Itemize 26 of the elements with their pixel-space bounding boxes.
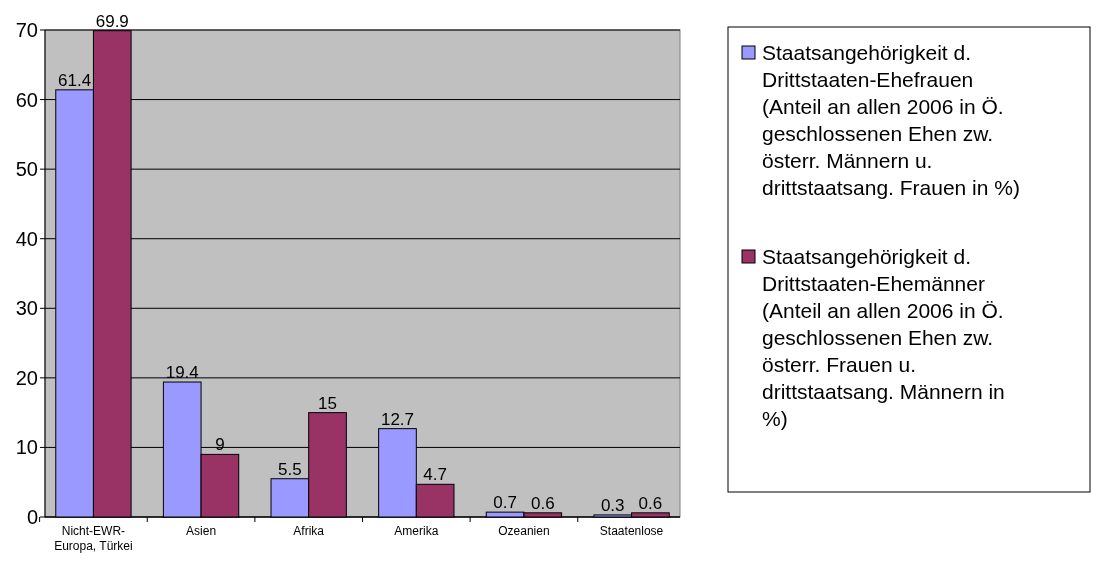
- y-tick-label: 40: [15, 227, 38, 250]
- data-label: 15: [318, 393, 337, 413]
- x-tick-label: Nicht-EWR-Europa, Türkei: [54, 524, 133, 553]
- data-label: 0.7: [493, 493, 517, 513]
- y-tick-label: 20: [15, 366, 38, 389]
- data-label: 12.7: [380, 409, 415, 429]
- y-tick-label: 50: [15, 158, 38, 181]
- data-label: 61.4: [58, 70, 92, 90]
- data-label: 5.5: [278, 459, 302, 479]
- data-label: 4.7: [423, 465, 447, 485]
- data-label: 0.3: [600, 495, 625, 515]
- x-tick-label: Staatenlose: [599, 524, 664, 538]
- x-tick-label: Asien: [186, 524, 217, 538]
- y-tick-label: 10: [15, 436, 38, 459]
- data-label: 0.6: [530, 493, 555, 513]
- x-tick-label: Ozeanien: [498, 524, 550, 538]
- y-tick-label: 30: [15, 297, 38, 320]
- y-tick-label: 70: [15, 19, 38, 41]
- y-tick-label: 0: [26, 506, 38, 528]
- x-tick-label: Amerika: [394, 524, 439, 538]
- legend-label: Staatsangehörigkeit d. Drittstaaten-Ehemänner (Anteil an allen 2006 in Ö. geschlossenen Ehen zw. österr. Frauen u. drittstaatsang. Männern in %): [762, 245, 1005, 430]
- legend-label: Staatsangehörigkeit d. Drittstaaten-Ehefrauen (Anteil an allen 2006 in Ö. geschlossenen Ehen zw. österr. Männern u. drittstaatsang. Frauen in %): [762, 41, 1020, 199]
- data-label: 69.9: [95, 11, 129, 31]
- y-tick-label: 60: [15, 88, 38, 111]
- data-label: 0.6: [638, 493, 663, 513]
- x-tick-label: Afrika: [293, 524, 325, 538]
